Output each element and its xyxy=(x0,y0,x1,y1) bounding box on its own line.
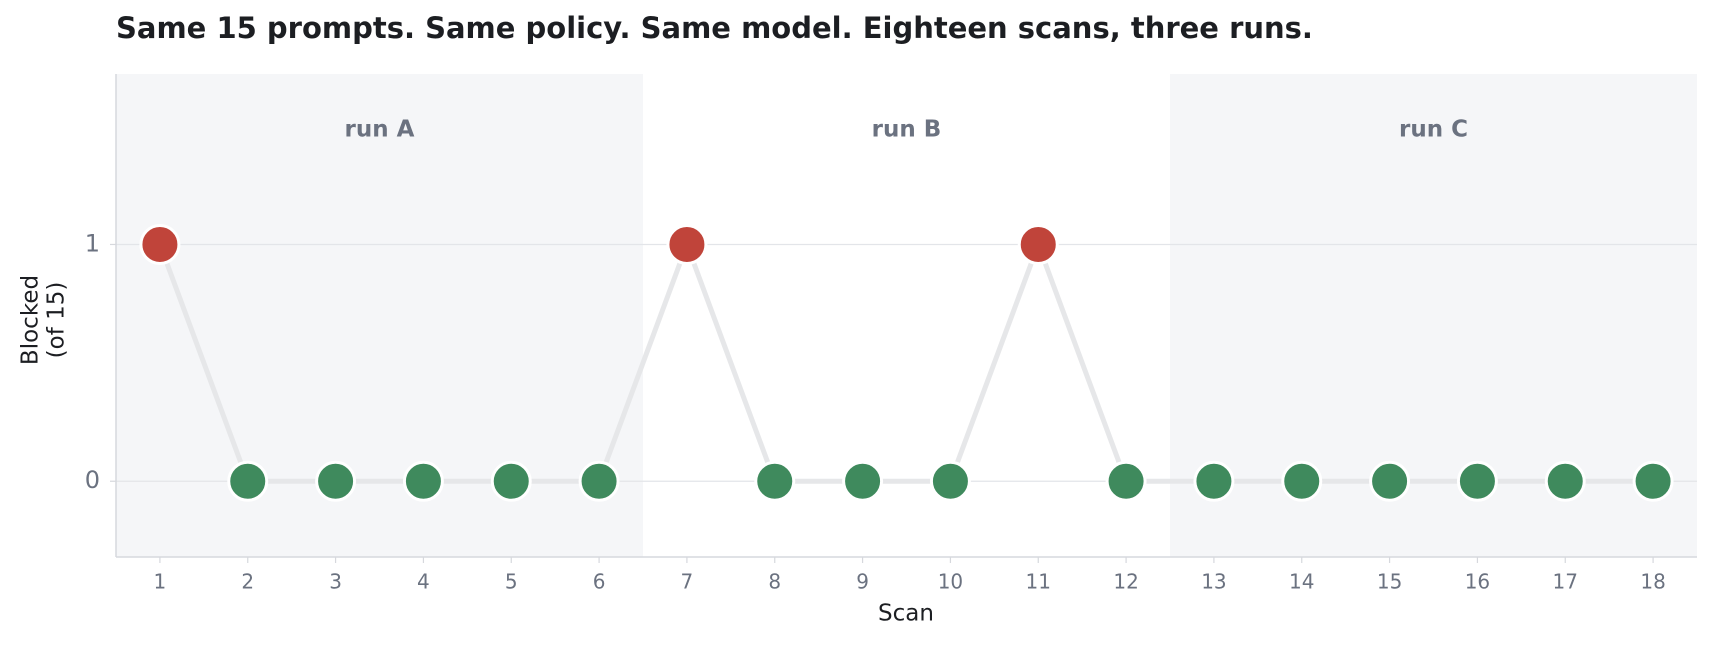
x-tick-label: 11 xyxy=(1026,570,1051,594)
point xyxy=(1369,460,1411,502)
x-tick-label: 5 xyxy=(505,570,518,594)
point xyxy=(1281,460,1323,502)
x-tick-label: 18 xyxy=(1640,570,1665,594)
run-band xyxy=(1170,74,1697,557)
x-tick-label: 15 xyxy=(1377,570,1402,594)
y-tick-label: 0 xyxy=(85,466,100,494)
chart-title: Same 15 prompts. Same policy. Same model… xyxy=(116,11,1313,45)
plot-background xyxy=(116,74,1697,557)
point xyxy=(1017,223,1059,265)
point xyxy=(139,223,181,265)
x-axis-label: Scan xyxy=(878,601,934,627)
x-tick-label: 1 xyxy=(154,570,167,594)
point xyxy=(490,460,532,502)
point xyxy=(578,460,620,502)
x-tick-label: 10 xyxy=(938,570,963,594)
point xyxy=(1105,460,1147,502)
point xyxy=(1632,460,1674,502)
x-tick-label: 16 xyxy=(1465,570,1490,594)
point xyxy=(666,223,708,265)
point xyxy=(842,460,884,502)
y-tick-label: 1 xyxy=(85,229,100,257)
x-tick-label: 2 xyxy=(241,570,254,594)
x-tick-label: 12 xyxy=(1113,570,1138,594)
point xyxy=(1456,460,1498,502)
x-tick-label: 3 xyxy=(329,570,342,594)
point xyxy=(1193,460,1235,502)
point xyxy=(929,460,971,502)
run-label: run B xyxy=(872,117,942,143)
x-tick-label: 14 xyxy=(1289,570,1314,594)
x-tick-label: 7 xyxy=(681,570,694,594)
y-axis-label: (of 15) xyxy=(44,282,70,359)
point xyxy=(402,460,444,502)
point xyxy=(754,460,796,502)
point xyxy=(315,460,357,502)
series xyxy=(139,223,1674,502)
point xyxy=(227,460,269,502)
x-tick-label: 13 xyxy=(1201,570,1226,594)
point xyxy=(1544,460,1586,502)
x-tick-label: 4 xyxy=(417,570,430,594)
run-band xyxy=(116,74,643,557)
y-axis-label: Blocked xyxy=(18,275,44,365)
run-label: run A xyxy=(345,117,415,143)
x-tick-label: 9 xyxy=(856,570,869,594)
run-label: run C xyxy=(1399,117,1468,143)
x-tick-label: 17 xyxy=(1553,570,1578,594)
x-tick-label: 8 xyxy=(768,570,781,594)
x-tick-label: 6 xyxy=(593,570,606,594)
